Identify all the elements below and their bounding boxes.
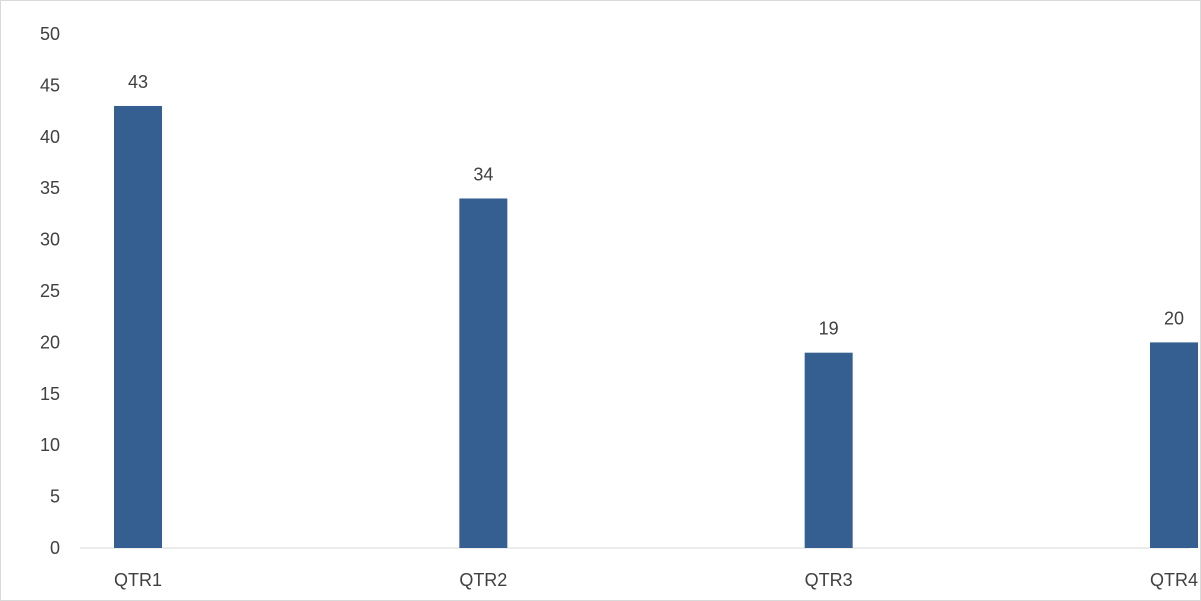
x-axis-tick-labels: QTR1 QTR2 QTR3 QTR4 bbox=[114, 570, 1198, 590]
y-tick-label: 35 bbox=[40, 178, 60, 198]
x-tick-label: QTR2 bbox=[459, 570, 507, 590]
data-label: 34 bbox=[473, 164, 493, 184]
y-tick-label: 20 bbox=[40, 332, 60, 352]
y-tick-label: 30 bbox=[40, 230, 60, 250]
data-label: 43 bbox=[128, 72, 148, 92]
bar-qtr1 bbox=[114, 105, 162, 549]
y-tick-label: 0 bbox=[50, 538, 60, 558]
y-tick-label: 45 bbox=[40, 75, 60, 95]
y-tick-label: 50 bbox=[40, 24, 60, 44]
x-tick-label: QTR3 bbox=[805, 570, 853, 590]
bar-qtr3 bbox=[804, 352, 853, 548]
y-tick-label: 5 bbox=[50, 487, 60, 507]
data-label: 19 bbox=[819, 319, 839, 339]
bar-series bbox=[114, 105, 1198, 549]
y-tick-label: 25 bbox=[40, 281, 60, 301]
bar-qtr4 bbox=[1150, 342, 1198, 548]
x-tick-label: QTR4 bbox=[1150, 570, 1198, 590]
x-tick-label: QTR1 bbox=[114, 570, 162, 590]
data-labels: 43 34 19 20 bbox=[128, 72, 1184, 339]
y-axis-tick-labels: 0 5 10 15 20 25 30 35 40 45 50 bbox=[40, 24, 60, 558]
y-tick-label: 15 bbox=[40, 384, 60, 404]
data-label: 20 bbox=[1164, 308, 1184, 328]
bar-qtr2 bbox=[459, 198, 508, 549]
y-tick-label: 10 bbox=[40, 435, 60, 455]
y-tick-label: 40 bbox=[40, 127, 60, 147]
